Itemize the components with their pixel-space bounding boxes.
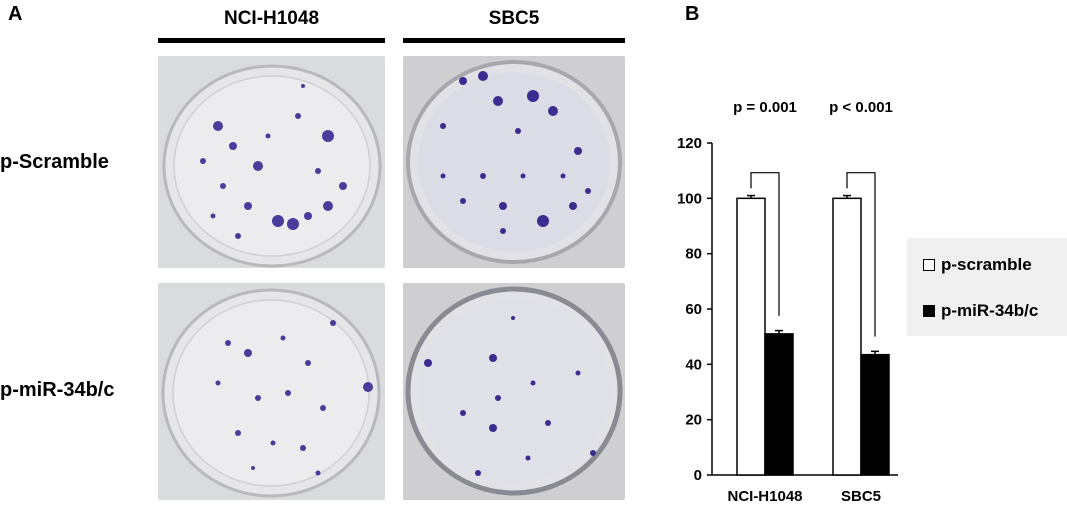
chart-legend: p-scramble p-miR-34b/c	[907, 238, 1067, 336]
column-rule-sbc5	[403, 38, 625, 43]
bar-nci-h1048-p-mir-34b-c	[764, 333, 794, 476]
y-tick-label-100: 100	[677, 190, 702, 207]
panel-label-b: B	[685, 3, 700, 25]
row-label-p-scramble: p-Scramble	[0, 151, 109, 173]
plate-image-nci-h1048-p-scramble	[158, 56, 385, 268]
legend-item-p-mir-34b-c: p-miR-34b/c	[923, 301, 1038, 321]
y-tick-label-40: 40	[685, 356, 702, 373]
bar-sbc5-p-mir-34b-c	[860, 353, 890, 476]
column-title-nci-h1048: NCI-H1048	[223, 8, 320, 29]
y-tick-label-0: 0	[694, 467, 702, 484]
plate-image-sbc5-p-mir-34b-c	[403, 283, 625, 500]
plate-image-sbc5-p-scramble	[403, 56, 625, 268]
significance-bracket-1	[846, 172, 876, 337]
y-tick-label-120: 120	[677, 135, 702, 152]
y-tick-label-60: 60	[685, 301, 702, 318]
significance-bracket-0	[750, 172, 780, 316]
legend-item-p-scramble: p-scramble	[923, 255, 1032, 275]
plate-image-nci-h1048-p-mir-34b-c	[158, 283, 385, 500]
bar-chart: 0 20 40 60 80 100 120 NCI-H1048 p = 0.001 SBC5 p <…	[677, 99, 898, 505]
bar-nci-h1048-p-scramble	[736, 197, 766, 476]
p-value-label-0: p = 0.001	[733, 99, 797, 116]
p-value-label-1: p < 0.001	[829, 99, 893, 116]
legend-label-p-mir-34b-c: p-miR-34b/c	[941, 301, 1039, 320]
legend-swatch-p-scramble	[923, 259, 935, 271]
row-label-p-mir-34b-c: p-miR-34b/c	[0, 379, 115, 401]
bar-sbc5-p-scramble	[832, 197, 862, 476]
x-tick-label-nci-h1048: NCI-H1048	[727, 488, 802, 505]
x-tick-label-sbc5: SBC5	[841, 488, 881, 505]
y-tick-label-20: 20	[685, 412, 702, 429]
legend-swatch-p-mir-34b-c	[923, 305, 935, 317]
y-tick-label-80: 80	[685, 246, 702, 263]
panel-label-a: A	[8, 3, 23, 25]
column-title-sbc5: SBC5	[488, 8, 540, 29]
column-rule-nci-h1048	[158, 38, 385, 43]
legend-label-p-scramble: p-scramble	[941, 255, 1032, 274]
